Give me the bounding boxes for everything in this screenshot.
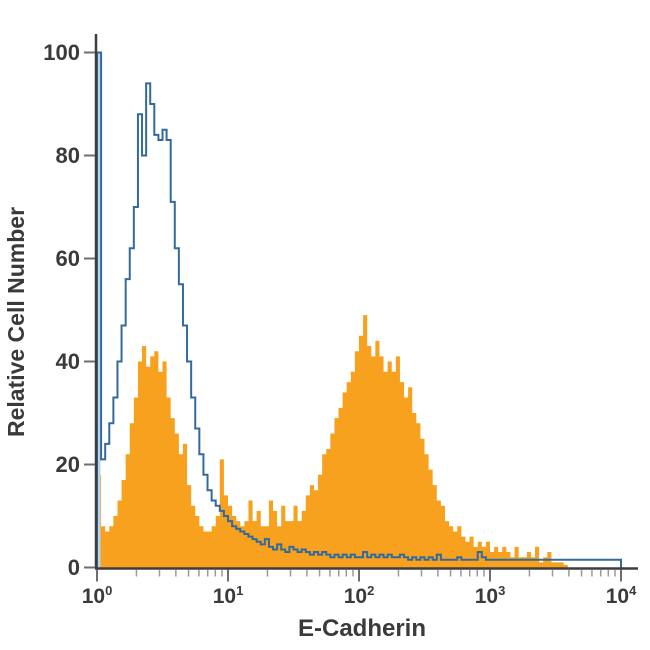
y-tick-label: 20 — [56, 452, 80, 477]
x-tick-label: 102 — [344, 583, 375, 608]
stained-filled-histogram — [97, 315, 621, 568]
x-tick-label: 100 — [82, 583, 113, 608]
y-tick-label: 40 — [56, 349, 80, 374]
y-tick-label: 80 — [56, 143, 80, 168]
y-axis-title: Relative Cell Number — [3, 207, 29, 437]
y-tick-label: 0 — [68, 555, 80, 580]
x-axis-title: E-Cadherin — [298, 615, 426, 642]
x-tick-label: 101 — [213, 583, 244, 608]
x-tick-label: 104 — [606, 583, 637, 608]
axis-tick-labels: 0 20 40 60 80 100 100 101 102 103 104 — [43, 40, 637, 608]
axes — [94, 34, 638, 570]
control-open-histogram — [96, 51, 622, 568]
histogram-series — [96, 51, 622, 568]
axis-ticks — [84, 51, 622, 582]
open-histogram-edge-spike-fill — [97, 52, 101, 568]
y-tick-label: 60 — [56, 246, 80, 271]
x-tick-label: 103 — [475, 583, 506, 608]
y-tick-label: 100 — [43, 40, 80, 65]
